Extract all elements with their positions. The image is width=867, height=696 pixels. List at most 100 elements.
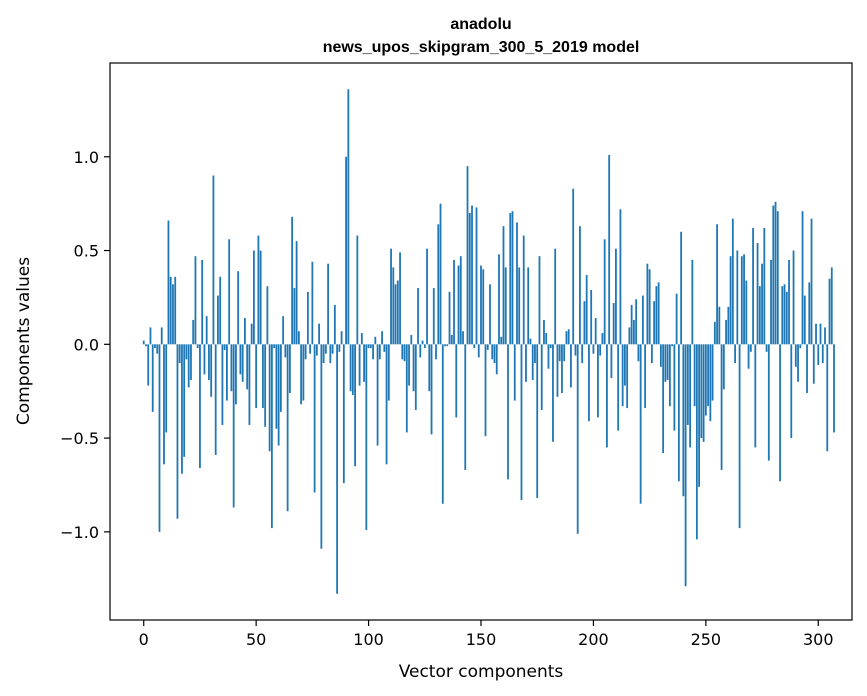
bar: [482, 269, 485, 345]
bar: [511, 211, 514, 345]
bar: [288, 344, 291, 394]
bar: [781, 286, 784, 345]
bar: [468, 213, 471, 345]
bar: [347, 89, 350, 345]
bar: [740, 256, 743, 345]
bar: [502, 226, 505, 345]
bar: [250, 323, 253, 345]
bar: [821, 344, 824, 364]
bar: [754, 344, 757, 448]
bar: [745, 280, 748, 345]
bar: [477, 344, 480, 358]
bar: [374, 336, 377, 345]
bar: [455, 344, 458, 418]
bar: [349, 344, 352, 392]
bar: [253, 250, 255, 345]
bar: [565, 331, 568, 345]
bar: [302, 344, 305, 401]
chart-title-line1: anadolu: [450, 16, 511, 33]
bar: [601, 333, 604, 345]
bar: [363, 344, 365, 382]
bar: [342, 344, 345, 484]
bar: [749, 344, 752, 352]
bar: [295, 241, 298, 345]
bar: [684, 344, 687, 587]
bar: [619, 209, 622, 345]
bar: [459, 256, 462, 345]
bar: [668, 344, 671, 407]
bar: [617, 344, 620, 431]
bar: [597, 344, 599, 418]
bar: [369, 344, 372, 349]
bar: [563, 344, 566, 362]
bar: [812, 344, 815, 384]
bar: [345, 156, 347, 345]
bar: [196, 344, 199, 349]
bar: [713, 321, 716, 345]
bar: [513, 344, 516, 401]
bar: [365, 344, 368, 530]
bar: [324, 344, 327, 354]
bar: [653, 301, 656, 345]
bar: [205, 316, 208, 345]
bar: [752, 228, 754, 345]
bar: [709, 344, 712, 422]
bar: [174, 276, 177, 345]
bar: [471, 205, 473, 345]
bar: [552, 344, 554, 442]
bar: [293, 288, 296, 345]
bar: [163, 344, 165, 465]
bar: [583, 301, 586, 345]
bar: [731, 218, 734, 345]
bar: [700, 344, 703, 439]
bar: [810, 218, 813, 345]
bar: [698, 344, 700, 487]
chart-title-line2: news_upos_skipgram_300_5_2019 model: [323, 39, 640, 56]
bar: [376, 344, 379, 446]
bar: [327, 263, 329, 345]
bar: [181, 344, 183, 474]
bar: [507, 344, 509, 480]
bar: [430, 344, 433, 435]
bar: [792, 250, 795, 345]
bar: [241, 344, 244, 382]
y-axis-label: Components values: [14, 257, 34, 425]
bar: [579, 226, 581, 345]
bar: [828, 278, 831, 345]
bar: [340, 331, 343, 345]
bar: [693, 344, 696, 407]
bar: [165, 344, 168, 433]
bar: [217, 295, 219, 345]
bar: [675, 293, 678, 345]
bar: [435, 344, 437, 360]
bar: [666, 344, 669, 380]
bar: [167, 220, 170, 345]
bar: [615, 248, 617, 345]
bar: [711, 344, 714, 401]
bar: [464, 344, 467, 470]
bar: [142, 340, 145, 345]
bars-group: [142, 89, 835, 594]
bar: [655, 286, 658, 345]
bar: [300, 344, 303, 405]
bar: [172, 284, 174, 345]
x-tick-label: 250: [691, 630, 722, 649]
bar: [151, 344, 154, 412]
bar: [320, 344, 323, 549]
bar: [545, 333, 548, 345]
bar: [462, 331, 464, 345]
bar: [727, 306, 730, 345]
bar: [309, 344, 312, 354]
bar: [689, 344, 692, 448]
bar: [360, 333, 363, 345]
bar: [178, 344, 181, 364]
bar: [493, 344, 496, 364]
bar: [417, 288, 419, 345]
bar: [747, 344, 750, 369]
bar: [333, 304, 336, 345]
bar: [201, 259, 204, 345]
bar: [156, 344, 159, 354]
y-axis-ticks: −1.0 −0.5 0.0 0.5 1.0: [60, 148, 110, 542]
bar: [648, 269, 651, 345]
bar: [473, 344, 476, 349]
